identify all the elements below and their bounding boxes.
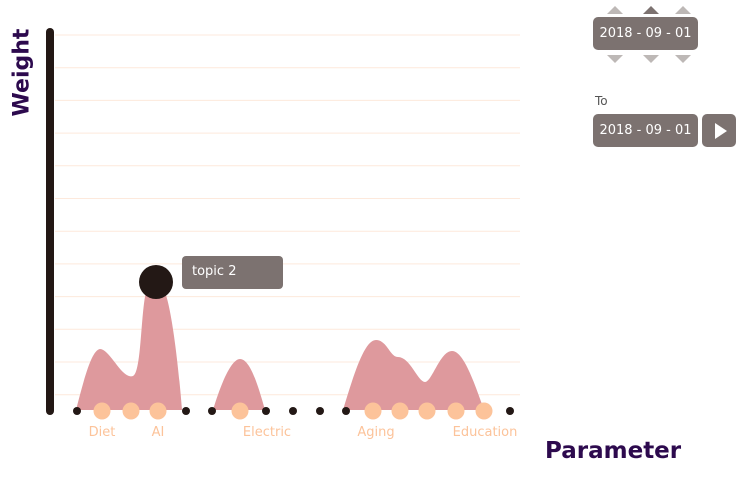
category-label: Electric [242,425,292,440]
topic-point[interactable] [231,402,249,420]
year-down-icon[interactable] [607,55,623,63]
category-label: AI [151,425,165,440]
year-up-icon[interactable] [607,6,623,14]
topic-point[interactable] [475,402,493,420]
day-down-icon[interactable] [675,55,691,63]
month-down-icon[interactable] [643,55,659,63]
topic-point[interactable] [391,402,409,420]
from-date-input[interactable]: 2018 - 09 - 01 [593,17,698,50]
topic-point[interactable] [122,402,140,420]
data-point[interactable] [342,407,350,415]
month-up-icon[interactable] [643,6,659,14]
play-button[interactable] [702,114,736,147]
x-axis-label: Parameter [545,438,682,464]
topic-point[interactable] [447,402,465,420]
data-point[interactable] [182,407,190,415]
tooltip: topic 2 [182,256,283,289]
topic-point[interactable] [418,402,436,420]
gridlines [55,34,520,396]
data-point[interactable] [262,407,270,415]
data-point[interactable] [73,407,81,415]
category-label: Education [452,425,518,440]
data-point[interactable] [316,407,324,415]
data-point[interactable] [289,407,297,415]
to-date-input[interactable]: 2018 - 09 - 01 [593,114,698,147]
category-label: Diet [88,425,116,440]
data-point[interactable] [506,407,514,415]
category-label: Aging [357,425,395,440]
y-axis-label: Weight [9,28,35,117]
topic-point[interactable] [93,402,111,420]
area-series [76,283,484,410]
day-up-icon[interactable] [675,6,691,14]
topic-point[interactable] [149,402,167,420]
topic-point[interactable] [364,402,382,420]
to-label: To [595,94,608,108]
data-point[interactable] [208,407,216,415]
highlight-point[interactable] [139,265,173,299]
